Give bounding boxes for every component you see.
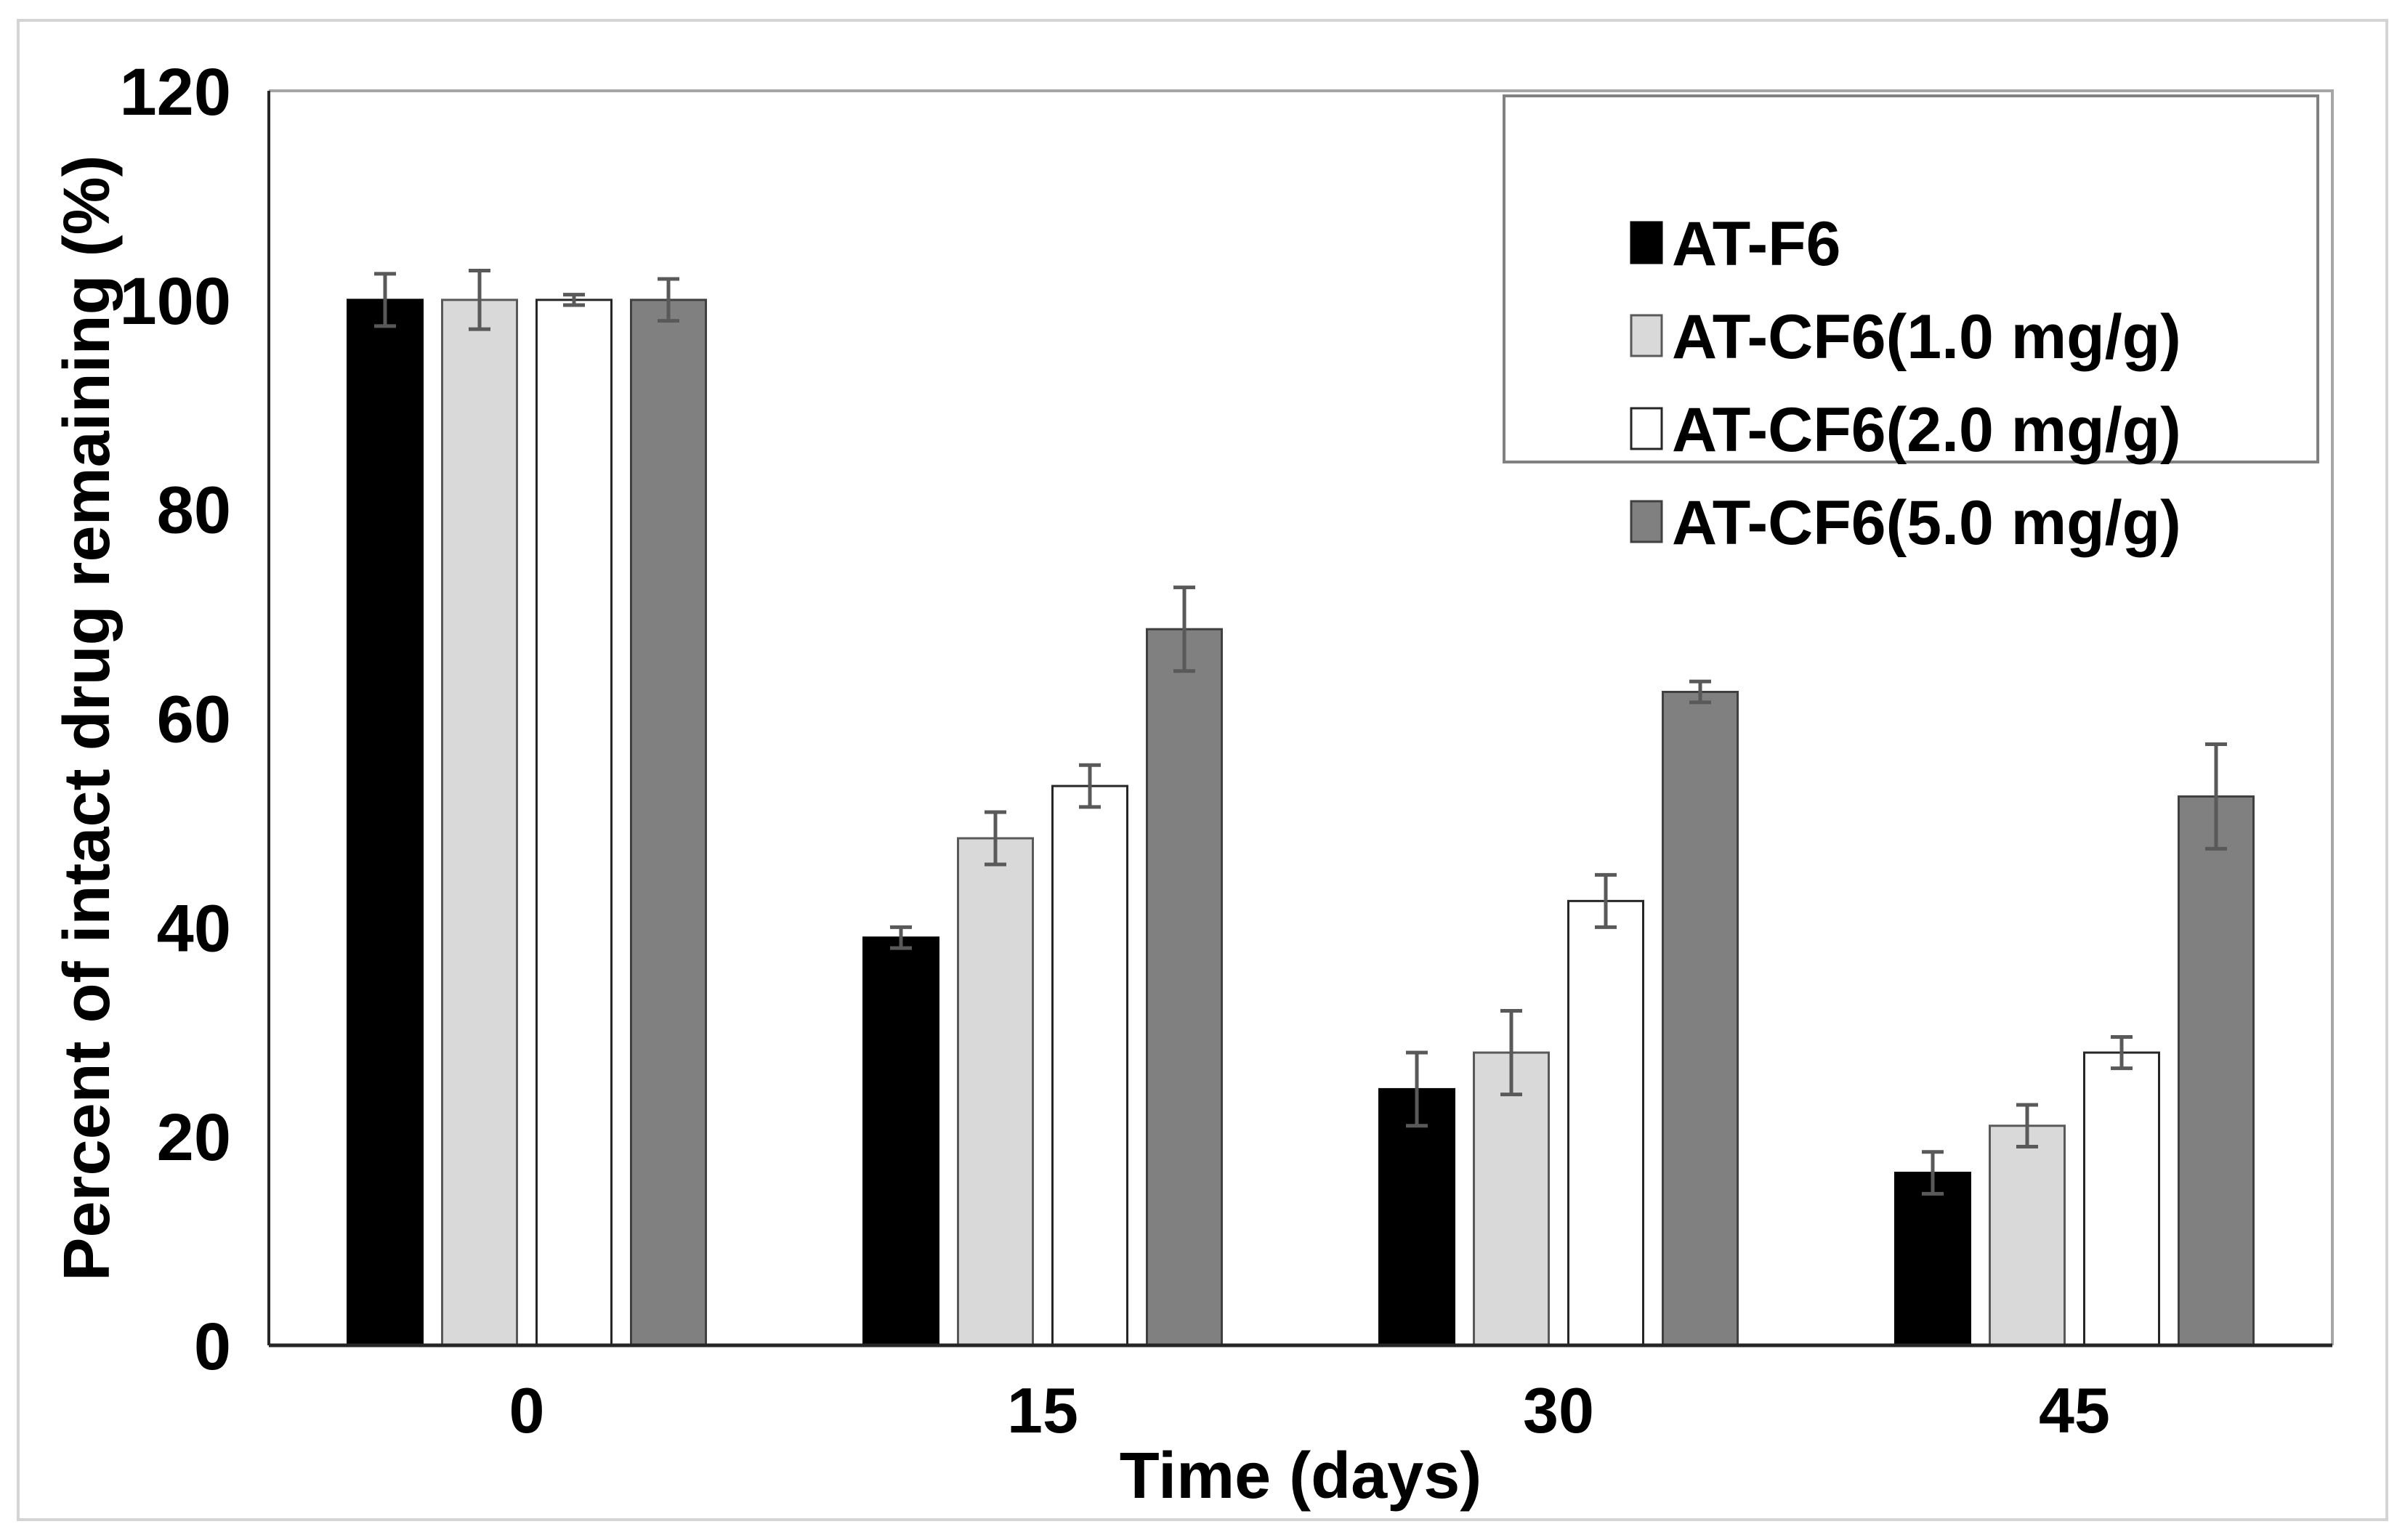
error-bar (374, 272, 396, 328)
y-tick-label: 40 (157, 891, 231, 965)
plot-area-border (269, 89, 2334, 1345)
x-tick-label: 45 (2039, 1374, 2110, 1446)
y-tick-label: 20 (157, 1101, 231, 1175)
bar (1378, 1087, 1455, 1347)
x-tick-label: 30 (1523, 1374, 1594, 1446)
bar (1473, 1051, 1550, 1347)
bar (535, 299, 613, 1347)
legend-item-AT-CF6(2.0 mg/g): AT-CF6(2.0 mg/g) (1630, 395, 2181, 465)
error-bar (890, 925, 912, 950)
bar (862, 936, 939, 1347)
error-bar (1406, 1050, 1428, 1128)
bar (1989, 1124, 2066, 1347)
error-bar (2016, 1103, 2038, 1149)
legend-box (1503, 94, 2319, 463)
legend-label: AT-F6 (1672, 209, 1841, 279)
bar (1662, 691, 1739, 1347)
error-bar (2205, 742, 2227, 851)
legend-swatch (1630, 314, 1663, 357)
bar (2178, 795, 2255, 1347)
legend-label: AT-CF6(2.0 mg/g) (1672, 395, 2181, 465)
error-bar (1500, 1008, 1522, 1097)
error-bar (658, 277, 679, 323)
x-axis-title: Time (days) (1120, 1440, 1482, 1512)
legend-swatch (1630, 407, 1663, 450)
legend-item-AT-CF6(1.0 mg/g): AT-CF6(1.0 mg/g) (1630, 302, 2181, 372)
bar (1567, 899, 1644, 1347)
bars-series-AT-CF6(2.0 mg/g) (535, 299, 2160, 1347)
error-bars-series-AT-F6 (374, 272, 1944, 1196)
bar (441, 299, 518, 1347)
legend-swatch (1630, 500, 1663, 543)
error-bar (1595, 872, 1617, 929)
bar (957, 837, 1034, 1347)
y-tick-label: 120 (120, 55, 232, 129)
error-bar (469, 269, 490, 331)
error-bar (1689, 679, 1711, 705)
legend-label: AT-CF6(5.0 mg/g) (1672, 488, 2181, 558)
legend-swatch (1630, 221, 1663, 264)
bar (630, 299, 707, 1347)
y-tick-label: 60 (157, 683, 231, 757)
error-bar (2111, 1034, 2133, 1071)
error-bar (563, 293, 585, 307)
bar (1894, 1172, 1971, 1347)
error-bar (985, 810, 1006, 867)
legend-item-AT-CF6(5.0 mg/g): AT-CF6(5.0 mg/g) (1630, 488, 2181, 558)
x-tick-label: 0 (509, 1374, 545, 1446)
error-bars-series-AT-CF6(2.0 mg/g) (563, 293, 2133, 1071)
y-tick-label: 0 (194, 1310, 231, 1384)
bars-series-AT-CF6(1.0 mg/g) (441, 299, 2066, 1347)
bars-series-AT-F6 (347, 299, 1971, 1347)
error-bars-series-AT-CF6(5.0 mg/g) (658, 277, 2227, 851)
error-bar (1173, 585, 1195, 673)
x-tick-label: 15 (1007, 1374, 1078, 1446)
bar (2083, 1051, 2160, 1347)
bar (347, 299, 424, 1347)
bar (1146, 628, 1223, 1347)
bar (1051, 785, 1128, 1347)
legend-item-AT-F6: AT-F6 (1630, 209, 1841, 279)
error-bar (1922, 1150, 1944, 1196)
y-tick-label: 80 (157, 474, 231, 548)
legend-label: AT-CF6(1.0 mg/g) (1672, 302, 2181, 372)
legend: AT-F6 AT-CF6(1.0 mg/g) AT-CF6(2.0 mg/g) AT-… (1503, 94, 2319, 558)
figure-border (17, 19, 2388, 1521)
error-bar (1079, 763, 1101, 809)
bars-series-AT-CF6(5.0 mg/g) (630, 299, 2255, 1347)
error-bars-series-AT-CF6(1.0 mg/g) (469, 269, 2038, 1149)
y-tick-label: 100 (120, 264, 232, 339)
y-axis-title: Percent of intact drug remaining (%) (51, 155, 124, 1281)
